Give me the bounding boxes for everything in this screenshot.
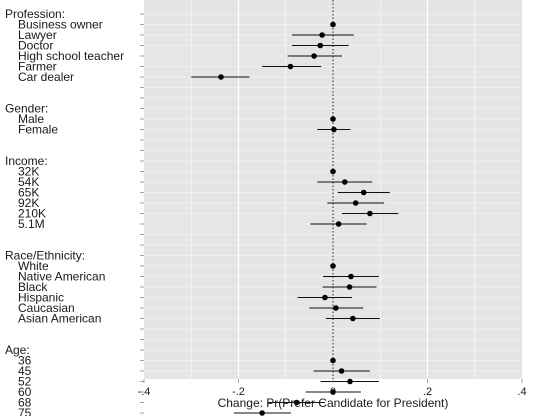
point-estimate: [218, 74, 224, 80]
group-label: Race/Ethnicity:: [5, 249, 85, 263]
group-label: Income:: [5, 154, 48, 168]
x-tick-label: -.4: [138, 386, 151, 398]
x-axis: -.4 -.2 0 .2 .4: [138, 379, 527, 398]
category-label: Male: [18, 112, 44, 126]
point-estimate: [319, 32, 325, 38]
y-axis-ticks: [140, 13, 144, 414]
group-label: Age:: [5, 343, 30, 357]
point-estimate: [330, 357, 336, 364]
point-estimate: [330, 116, 336, 122]
category-label: 5.1M: [18, 217, 45, 231]
point-estimate: [330, 389, 336, 395]
x-tick-label: .2: [423, 386, 432, 398]
point-estimate: [317, 42, 324, 49]
point-estimate: [346, 284, 353, 290]
category-label: Caucasian: [18, 301, 75, 315]
point-estimate: [352, 200, 359, 206]
category-label: 65K: [18, 186, 39, 200]
category-label: 60: [18, 385, 32, 399]
point-estimate: [293, 399, 300, 406]
point-estimate: [360, 189, 367, 196]
x-tick-label: 0: [330, 386, 336, 398]
category-label: High school teacher: [18, 49, 124, 63]
category-label: 210K: [18, 207, 46, 221]
category-label: Business owner: [18, 18, 103, 32]
group-label: Gender:: [5, 102, 48, 116]
point-estimate: [367, 210, 373, 217]
category-label: 45: [18, 364, 32, 378]
category-label: Doctor: [18, 39, 53, 53]
category-label: Car dealer: [18, 70, 74, 84]
point-estimate: [348, 273, 354, 280]
grid-lines: [191, 0, 475, 379]
category-label: 36: [18, 354, 32, 368]
point-estimate: [333, 305, 339, 311]
category-label: 54K: [18, 175, 39, 189]
point-estimate: [350, 315, 356, 322]
group-label: Profession:: [5, 7, 65, 21]
x-axis-label: Change: Pr(Prefer Candidate for Presiden…: [218, 396, 449, 410]
point-estimate: [331, 126, 337, 133]
point-estimate: [338, 368, 345, 374]
category-label: Farmer: [18, 60, 57, 74]
point-estimate: [330, 168, 336, 175]
row-labels: Profession:Business ownerLawyerDoctorHig…: [5, 7, 124, 416]
category-label: Female: [18, 123, 58, 137]
point-estimate: [259, 410, 265, 416]
point-estimate: [330, 263, 336, 269]
category-label: Lawyer: [18, 28, 57, 42]
point-estimate: [322, 294, 328, 301]
point-estimate: [330, 21, 336, 28]
category-label: 92K: [18, 196, 39, 210]
point-estimates: [218, 21, 373, 416]
category-label: 68: [18, 396, 32, 410]
point-estimate: [335, 221, 342, 227]
category-label: Native American: [18, 270, 105, 284]
point-estimate: [311, 53, 317, 59]
category-label: 32K: [18, 165, 39, 179]
x-tick-label: .4: [517, 386, 526, 398]
category-label: 52: [18, 375, 32, 389]
point-estimate: [347, 378, 353, 385]
category-label: Hispanic: [18, 291, 64, 305]
category-label: White: [18, 259, 49, 273]
point-estimate: [287, 63, 294, 70]
category-label: Black: [18, 280, 48, 294]
point-estimate: [342, 179, 348, 185]
category-label: Asian American: [18, 312, 101, 326]
category-label: 75: [18, 406, 32, 416]
x-tick-label: -.2: [232, 386, 245, 398]
